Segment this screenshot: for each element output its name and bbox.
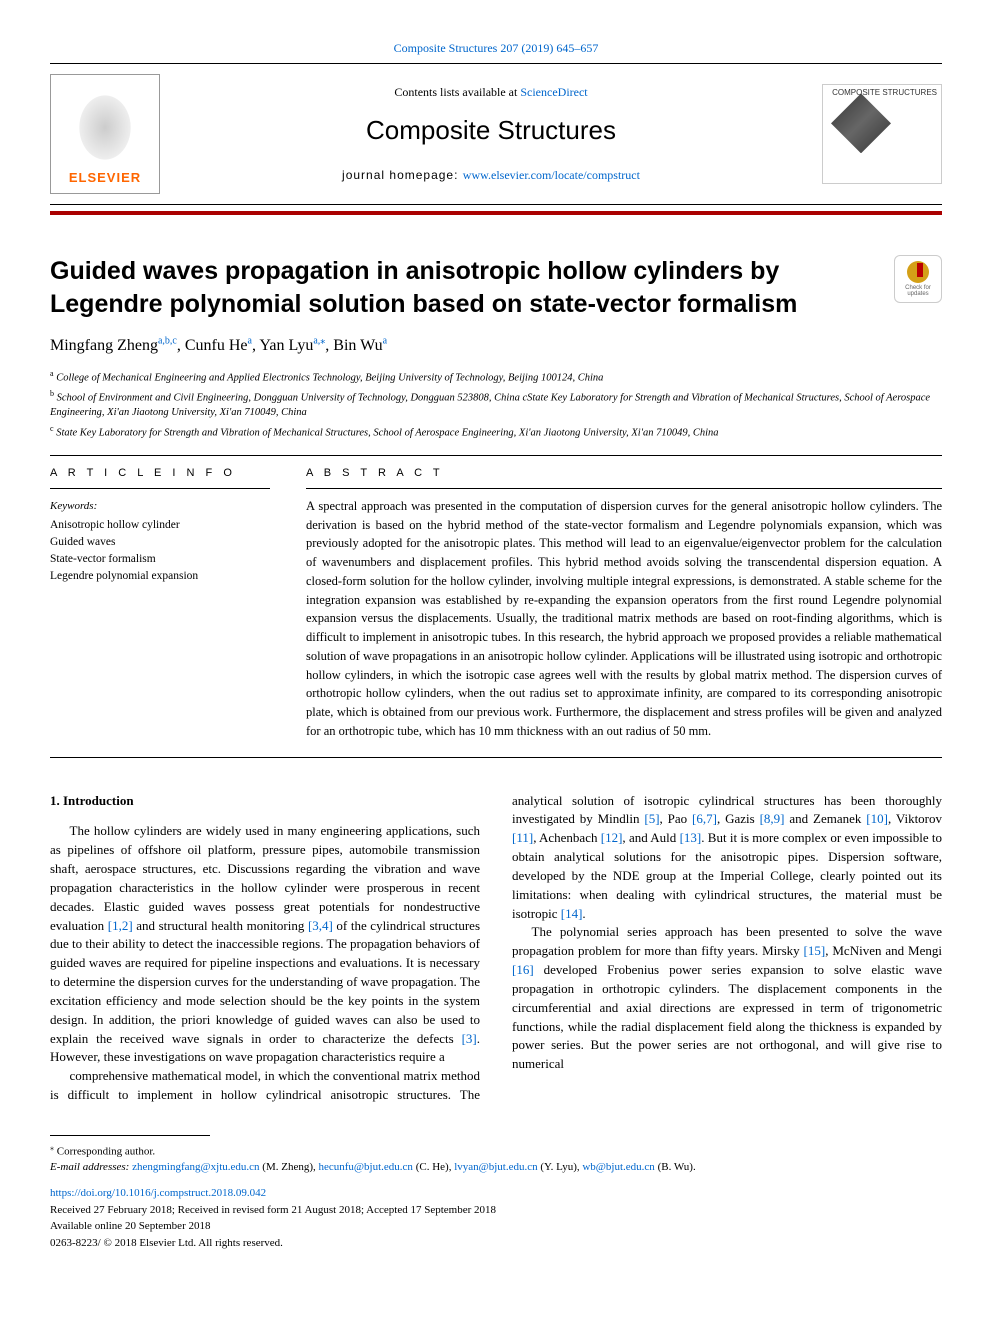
article-info-rule bbox=[50, 488, 270, 489]
email-link[interactable]: wb@bjut.edu.cn bbox=[582, 1161, 654, 1173]
abstract-rule bbox=[306, 488, 942, 489]
elsevier-tree-icon bbox=[75, 90, 135, 165]
homepage-link[interactable]: www.elsevier.com/locate/compstruct bbox=[463, 168, 640, 182]
sciencedirect-link[interactable]: ScienceDirect bbox=[520, 85, 587, 99]
check-updates-badge[interactable]: Check for updates bbox=[894, 255, 942, 303]
journal-header: ELSEVIER Contents lists available at Sci… bbox=[50, 63, 942, 205]
section-heading-1: 1. Introduction bbox=[50, 792, 480, 811]
received-line: Received 27 February 2018; Received in r… bbox=[50, 1204, 496, 1216]
email-who: (Y. Lyu) bbox=[540, 1161, 576, 1173]
email-line: E-mail addresses: zhengmingfang@xjtu.edu… bbox=[50, 1160, 942, 1175]
abstract-col: A B S T R A C T A spectral approach was … bbox=[306, 466, 942, 741]
journal-cover-thumbnail: COMPOSITE STRUCTURES bbox=[822, 84, 942, 184]
title-row: Guided waves propagation in anisotropic … bbox=[50, 255, 942, 320]
article-title: Guided waves propagation in anisotropic … bbox=[50, 255, 874, 320]
affiliations-block: a College of Mechanical Engineering and … bbox=[50, 368, 942, 441]
crossmark-icon bbox=[907, 261, 929, 283]
keyword-item: State-vector formalism bbox=[50, 551, 270, 568]
publisher-logo: ELSEVIER bbox=[50, 74, 160, 194]
rule-above-abstract bbox=[50, 455, 942, 456]
keyword-item: Anisotropic hollow cylinder bbox=[50, 517, 270, 534]
affiliation-a: a College of Mechanical Engineering and … bbox=[50, 368, 942, 386]
contents-line: Contents lists available at ScienceDirec… bbox=[160, 84, 822, 101]
keywords-heading: Keywords: bbox=[50, 499, 270, 515]
abstract-label: A B S T R A C T bbox=[306, 466, 942, 482]
body-paragraph: The polynomial series approach has been … bbox=[512, 923, 942, 1074]
available-line: Available online 20 September 2018 bbox=[50, 1220, 210, 1232]
authors-line: Mingfang Zhenga,b,c, Cunfu Hea, Yan Lyua… bbox=[50, 334, 942, 357]
corresponding-footnote: ⁎ Corresponding author. E-mail addresses… bbox=[50, 1142, 942, 1175]
email-link[interactable]: hecunfu@bjut.edu.cn bbox=[319, 1161, 413, 1173]
email-who: (B. Wu) bbox=[658, 1161, 693, 1173]
info-abstract-row: A R T I C L E I N F O Keywords: Anisotro… bbox=[50, 466, 942, 741]
affiliation-b: b School of Environment and Civil Engine… bbox=[50, 388, 942, 421]
citation-link[interactable]: Composite Structures 207 (2019) 645–657 bbox=[394, 41, 599, 55]
email-who: (M. Zheng) bbox=[262, 1161, 313, 1173]
homepage-label: journal homepage: bbox=[342, 168, 463, 182]
journal-cover-text: COMPOSITE STRUCTURES bbox=[832, 89, 937, 98]
homepage-line: journal homepage: www.elsevier.com/locat… bbox=[160, 167, 822, 184]
email-who: (C. He) bbox=[416, 1161, 449, 1173]
affiliation-c: c State Key Laboratory for Strength and … bbox=[50, 423, 942, 441]
rule-below-abstract bbox=[50, 757, 942, 758]
contents-prefix: Contents lists available at bbox=[394, 85, 520, 99]
email-link[interactable]: lvyan@bjut.edu.cn bbox=[454, 1161, 537, 1173]
article-info-label: A R T I C L E I N F O bbox=[50, 466, 270, 482]
doi-link[interactable]: https://doi.org/10.1016/j.compstruct.201… bbox=[50, 1187, 266, 1199]
doi-block: https://doi.org/10.1016/j.compstruct.201… bbox=[50, 1185, 942, 1251]
abstract-text: A spectral approach was presented in the… bbox=[306, 497, 942, 741]
keywords-list: Anisotropic hollow cylinder Guided waves… bbox=[50, 517, 270, 586]
header-center: Contents lists available at ScienceDirec… bbox=[160, 84, 822, 184]
corresponding-label: ⁎ Corresponding author. bbox=[50, 1142, 942, 1160]
footnote-rule bbox=[50, 1135, 210, 1136]
citation-bar: Composite Structures 207 (2019) 645–657 bbox=[50, 40, 942, 57]
journal-name: Composite Structures bbox=[160, 112, 822, 150]
copyright-line: 0263-8223/ © 2018 Elsevier Ltd. All righ… bbox=[50, 1237, 283, 1249]
publisher-brand-text: ELSEVIER bbox=[69, 169, 141, 188]
email-label: E-mail addresses: bbox=[50, 1161, 132, 1173]
body-paragraph: The hollow cylinders are widely used in … bbox=[50, 822, 480, 1067]
email-link[interactable]: zhengmingfang@xjtu.edu.cn bbox=[132, 1161, 259, 1173]
article-info-col: A R T I C L E I N F O Keywords: Anisotro… bbox=[50, 466, 270, 741]
body-two-column: 1. Introduction The hollow cylinders are… bbox=[50, 792, 942, 1106]
check-updates-text: Check for updates bbox=[895, 285, 941, 298]
keyword-item: Guided waves bbox=[50, 534, 270, 551]
keyword-item: Legendre polynomial expansion bbox=[50, 568, 270, 585]
red-rule bbox=[50, 211, 942, 215]
